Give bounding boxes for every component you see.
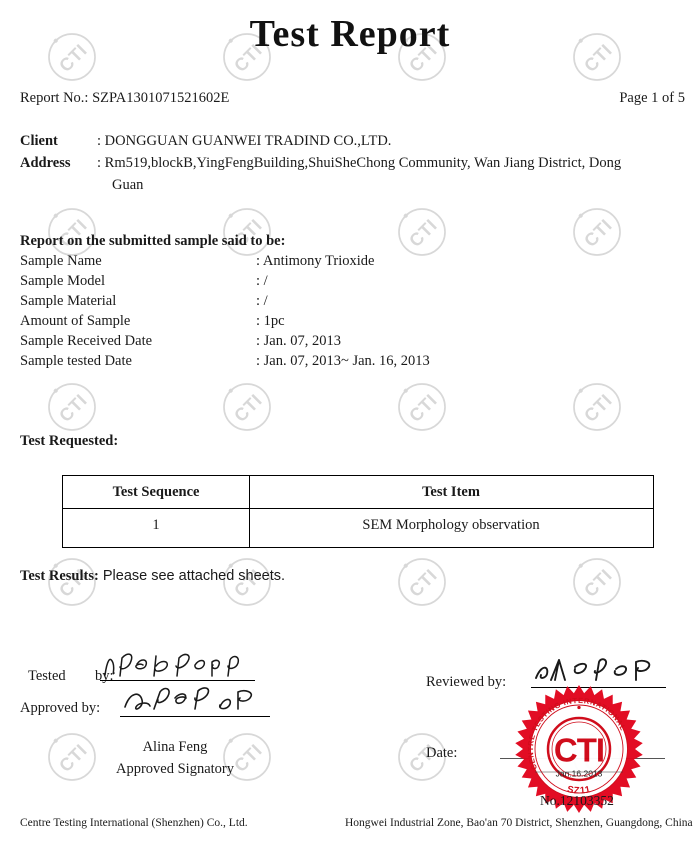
svg-text:CTI: CTI — [554, 732, 604, 769]
svg-text:Jan.16.2013: Jan.16.2013 — [556, 769, 603, 779]
